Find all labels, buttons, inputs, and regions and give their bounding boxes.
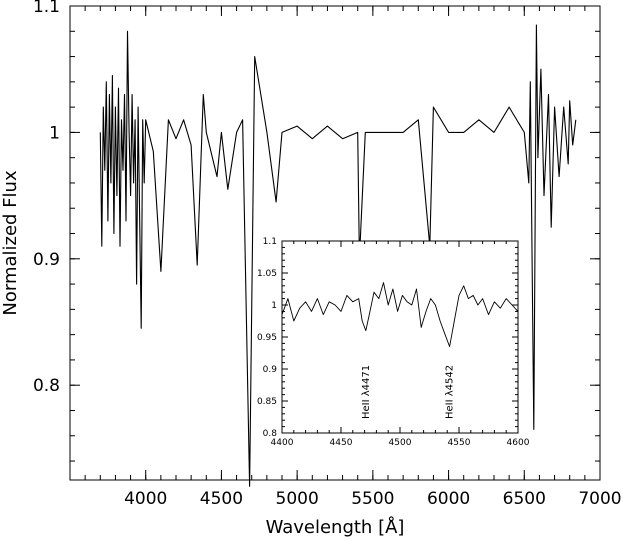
inset-axis-tick-labels: 4400 4450 4500 4550 4600 0.8 0.85 0.9 0.95 1 1.05 1… [257, 237, 530, 448]
x-tick-label: 5000 [276, 489, 319, 509]
main-spectrum-line [99, 24, 577, 487]
x-tick-label: 4500 [200, 489, 243, 509]
y-tick-label: 1 [271, 301, 277, 311]
main-plot-frame [69, 5, 601, 481]
y-tick-label: 0.8 [263, 429, 278, 439]
x-tick-label: 4600 [507, 438, 530, 448]
y-tick-label: 1.1 [263, 237, 277, 247]
x-tick-label: 4400 [271, 438, 294, 448]
annotation-heii-4471: HeII λ4471 [361, 365, 372, 419]
x-tick-label: 7000 [578, 489, 621, 509]
y-tick-label: 1.1 [33, 0, 60, 17]
x-tick-label: 4550 [448, 438, 471, 448]
main-axis-tick-labels: 4000 4500 5000 5500 6000 6500 7000 0.8 0.9 1 1.1 [33, 0, 622, 509]
inset-spectrum-line [281, 282, 519, 348]
x-tick-label: 4450 [330, 438, 353, 448]
x-tick-label: 6000 [427, 489, 470, 509]
y-tick-label: 0.95 [257, 333, 277, 343]
y-tick-label: 0.8 [33, 376, 60, 396]
main-x-axis-label: Wavelength [Å] [266, 516, 405, 538]
x-tick-label: 5500 [351, 489, 394, 509]
main-y-axis-label: Normalized Flux [0, 170, 21, 316]
y-tick-label: 1.05 [257, 269, 277, 279]
inset-axis-ticks [281, 240, 519, 434]
y-tick-label: 0.9 [33, 250, 60, 270]
x-tick-label: 4000 [124, 489, 167, 509]
inset-background [282, 241, 518, 433]
x-tick-label: 4500 [389, 438, 412, 448]
annotation-heii-4542: HeII λ4542 [445, 365, 456, 419]
inset-chart: 4400 4450 4500 4550 4600 0.8 0.85 0.9 0.95 1 1.05 1… [257, 237, 530, 448]
y-tick-label: 0.9 [263, 365, 278, 375]
y-tick-label: 0.85 [257, 397, 277, 407]
x-tick-label: 6500 [503, 489, 546, 509]
main-axis-ticks [70, 5, 601, 480]
y-tick-label: 1 [49, 123, 60, 143]
